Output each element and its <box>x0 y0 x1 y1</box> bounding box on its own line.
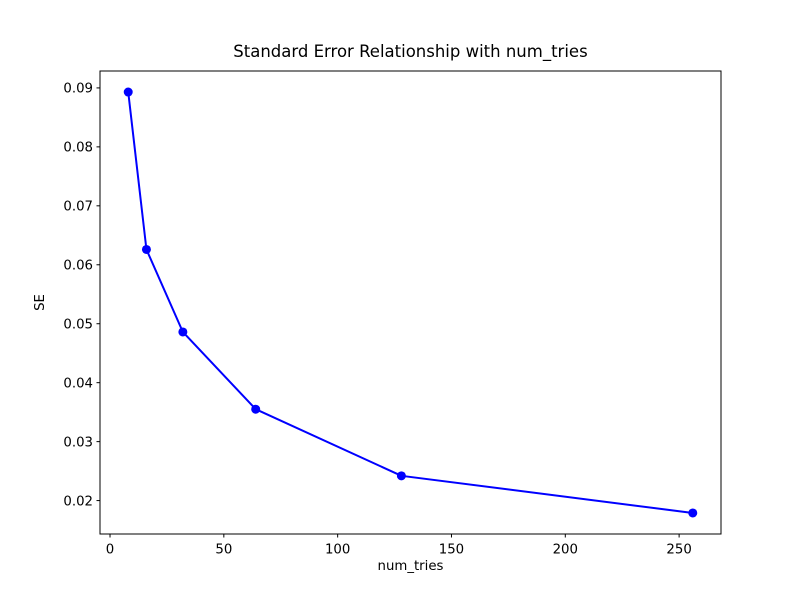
x-tick-label: 100 <box>325 543 350 558</box>
y-tick-label: 0.05 <box>63 318 93 333</box>
data-point <box>178 327 188 337</box>
x-tick-label: 0 <box>106 543 114 558</box>
x-tick-label: 250 <box>666 543 691 558</box>
x-tick-label: 50 <box>215 543 232 558</box>
data-point <box>141 244 151 254</box>
axis-ticks: 0 50 100 150 200 250 0.02 0.03 0.04 0.05 0.06 0.07 0… <box>63 82 691 558</box>
plot-area <box>99 70 722 535</box>
y-tick-label: 0.09 <box>63 82 93 97</box>
x-tick-label: 200 <box>553 543 578 558</box>
y-tick-label: 0.07 <box>63 200 93 215</box>
data-line <box>127 91 694 514</box>
x-axis-label: num_tries <box>378 559 444 574</box>
data-point <box>251 404 261 414</box>
data-point <box>123 87 133 97</box>
y-tick-label: 0.03 <box>63 435 93 450</box>
data-series <box>123 87 698 518</box>
data-point <box>396 471 406 481</box>
y-tick-label: 0.02 <box>63 494 93 509</box>
data-point <box>688 508 698 518</box>
y-tick-label: 0.08 <box>63 141 93 156</box>
y-axis-label: SE <box>33 294 48 311</box>
y-tick-label: 0.04 <box>63 376 93 391</box>
chart-title: Standard Error Relationship with num_tri… <box>233 42 587 62</box>
y-tick-label: 0.06 <box>63 259 93 274</box>
x-tick-label: 150 <box>439 543 464 558</box>
